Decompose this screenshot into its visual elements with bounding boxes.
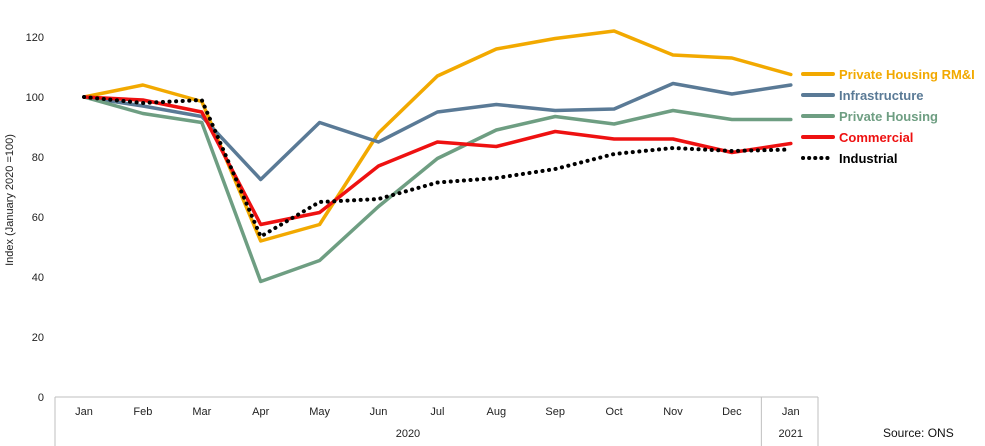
series-line-industrial — [82, 95, 793, 239]
legend-label: Industrial — [839, 151, 898, 166]
legend-label: Private Housing RM&I — [839, 67, 975, 82]
legend-label: Infrastructure — [839, 88, 924, 103]
series-line-commercial — [82, 95, 793, 227]
x-axis: Jan Feb Mar Apr May Jun Jul Aug Sep Oct Nov Dec Jan 2… — [54, 396, 819, 446]
year-group-label: 2021 — [779, 428, 803, 440]
x-tick-label: Jun — [370, 406, 388, 418]
x-tick-label: May — [309, 406, 330, 418]
legend: Private Housing RM&I Infrastructure Privat… — [801, 67, 975, 166]
source-note: Source: ONS — [883, 426, 954, 440]
year-group-label: 2020 — [396, 428, 420, 440]
y-tick-label: 120 — [26, 32, 44, 44]
x-tick-label: Jul — [430, 406, 444, 418]
y-axis-ticks: 0 20 40 60 80 100 120 — [26, 32, 44, 404]
y-axis-label: Index (January 2020 =100) — [4, 134, 16, 266]
x-tick-label: Aug — [487, 406, 507, 418]
series-line-private-housing — [82, 95, 793, 284]
x-tick-label: Oct — [606, 406, 623, 418]
x-tick-label: Jan — [782, 406, 800, 418]
x-tick-label: Apr — [252, 406, 269, 418]
y-tick-label: 100 — [26, 92, 44, 104]
x-tick-label: Jan — [75, 406, 93, 418]
y-tick-label: 20 — [32, 332, 44, 344]
x-tick-label: Dec — [722, 406, 742, 418]
x-tick-label: Feb — [133, 406, 152, 418]
legend-label: Commercial — [839, 130, 913, 145]
y-tick-label: 0 — [38, 392, 44, 404]
series-line-infrastructure — [82, 81, 793, 182]
series-lines — [82, 29, 793, 284]
y-tick-label: 80 — [32, 152, 44, 164]
x-tick-label: Nov — [663, 406, 683, 418]
legend-label: Private Housing — [839, 109, 938, 124]
y-tick-label: 40 — [32, 272, 44, 284]
x-tick-label: Mar — [192, 406, 211, 418]
x-tick-label: Sep — [545, 406, 565, 418]
y-tick-label: 60 — [32, 212, 44, 224]
series-line-private-housing-rm-i — [82, 29, 793, 243]
